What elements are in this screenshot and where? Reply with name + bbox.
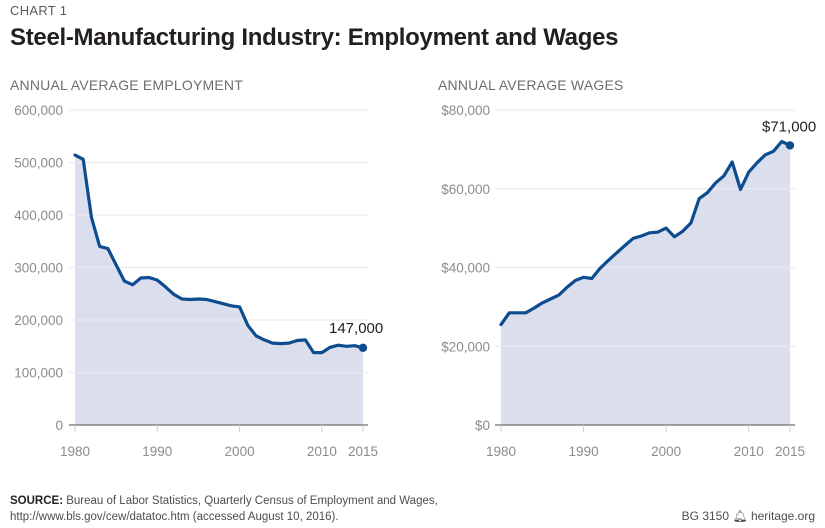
wages-y-tick-label: $0 — [475, 418, 490, 433]
source-url[interactable]: http://www.bls.gov/cew/datatoc.htm (acce… — [10, 511, 339, 523]
employment-y-tick-label: 300,000 — [14, 261, 63, 276]
branding: BG 3150 🔔︎ heritage.org — [682, 509, 815, 523]
employment-x-tick-label: 1990 — [142, 444, 172, 459]
employment-series-line — [73, 153, 365, 355]
wages-x-tick-label: 2010 — [734, 444, 764, 459]
source-note: SOURCE: Bureau of Labor Statistics, Quar… — [10, 493, 438, 525]
employment-end-label: 147,000 — [329, 320, 383, 337]
charts-canvas: 0 100,000 200,000 300,000 400,000 500,000 600,… — [14, 103, 816, 459]
employment-x-tick-label: 1980 — [60, 444, 90, 459]
employment-y-tick-label: 100,000 — [14, 366, 63, 381]
wages-x-tick-label: 2015 — [775, 444, 805, 459]
wages-y-tick-label: $80,000 — [441, 103, 490, 118]
liberty-bell-icon: 🔔︎ — [732, 509, 748, 523]
wages-chart-title: ANNUAL AVERAGE WAGES — [438, 77, 624, 93]
employment-x-tick-label: 2000 — [225, 444, 255, 459]
employment-chart-title: ANNUAL AVERAGE EMPLOYMENT — [10, 77, 243, 93]
brand-link[interactable]: heritage.org — [750, 509, 815, 523]
wages-end-point — [785, 141, 795, 150]
wages-x-tick-label: 1990 — [569, 444, 599, 459]
wages-end-label: $71,000 — [762, 118, 816, 135]
source-label: SOURCE: — [10, 495, 64, 507]
employment-x-tick-label: 2010 — [307, 444, 337, 459]
wages-y-tick-label: $40,000 — [441, 261, 490, 276]
employment-end-point — [358, 343, 368, 353]
employment-x-tick-label: 2015 — [348, 444, 378, 459]
wages-y-tick-label: $20,000 — [441, 339, 490, 354]
employment-y-tick-label: 500,000 — [14, 156, 63, 171]
employment-y-tick-label: 200,000 — [14, 313, 63, 328]
employment-y-tick-label: 400,000 — [14, 208, 63, 223]
wages-x-tick-label: 2000 — [651, 444, 681, 459]
wages-area-fill — [501, 141, 790, 425]
report-id: BG 3150 — [681, 509, 730, 523]
wages-x-tick-label: 1980 — [486, 444, 516, 459]
page-title: Steel-Manufacturing Industry: Employment… — [10, 24, 619, 51]
employment-area-fill — [75, 155, 363, 425]
wages-series-line — [499, 139, 792, 327]
source-text: Bureau of Labor Statistics, Quarterly Ce… — [66, 495, 438, 507]
chart-number: CHART 1 — [10, 3, 68, 18]
employment-y-tick-label: 0 — [55, 418, 63, 433]
wages-y-tick-label: $60,000 — [441, 182, 490, 197]
employment-y-tick-label: 600,000 — [14, 103, 63, 118]
